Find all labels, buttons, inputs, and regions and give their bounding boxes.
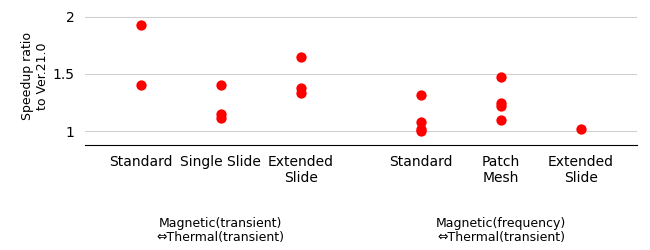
Point bbox=[496, 76, 506, 80]
Text: Magnetic(transient)
⇔Thermal(transient): Magnetic(transient) ⇔Thermal(transient) bbox=[157, 216, 285, 244]
Point bbox=[296, 86, 306, 90]
Point bbox=[576, 127, 586, 131]
Point bbox=[496, 104, 506, 108]
Point bbox=[296, 92, 306, 96]
Point bbox=[296, 55, 306, 59]
Point bbox=[496, 118, 506, 122]
Point bbox=[415, 120, 426, 124]
Point bbox=[415, 92, 426, 96]
Point bbox=[496, 100, 506, 104]
Point bbox=[415, 129, 426, 133]
Y-axis label: Speedup ratio
to Ver.21.0: Speedup ratio to Ver.21.0 bbox=[21, 32, 49, 120]
Point bbox=[415, 127, 426, 131]
Point bbox=[135, 23, 146, 27]
Point bbox=[215, 112, 226, 116]
Point bbox=[135, 84, 146, 87]
Text: Magnetic(frequency)
⇔Thermal(transient): Magnetic(frequency) ⇔Thermal(transient) bbox=[436, 216, 566, 244]
Point bbox=[215, 116, 226, 119]
Point bbox=[215, 84, 226, 87]
